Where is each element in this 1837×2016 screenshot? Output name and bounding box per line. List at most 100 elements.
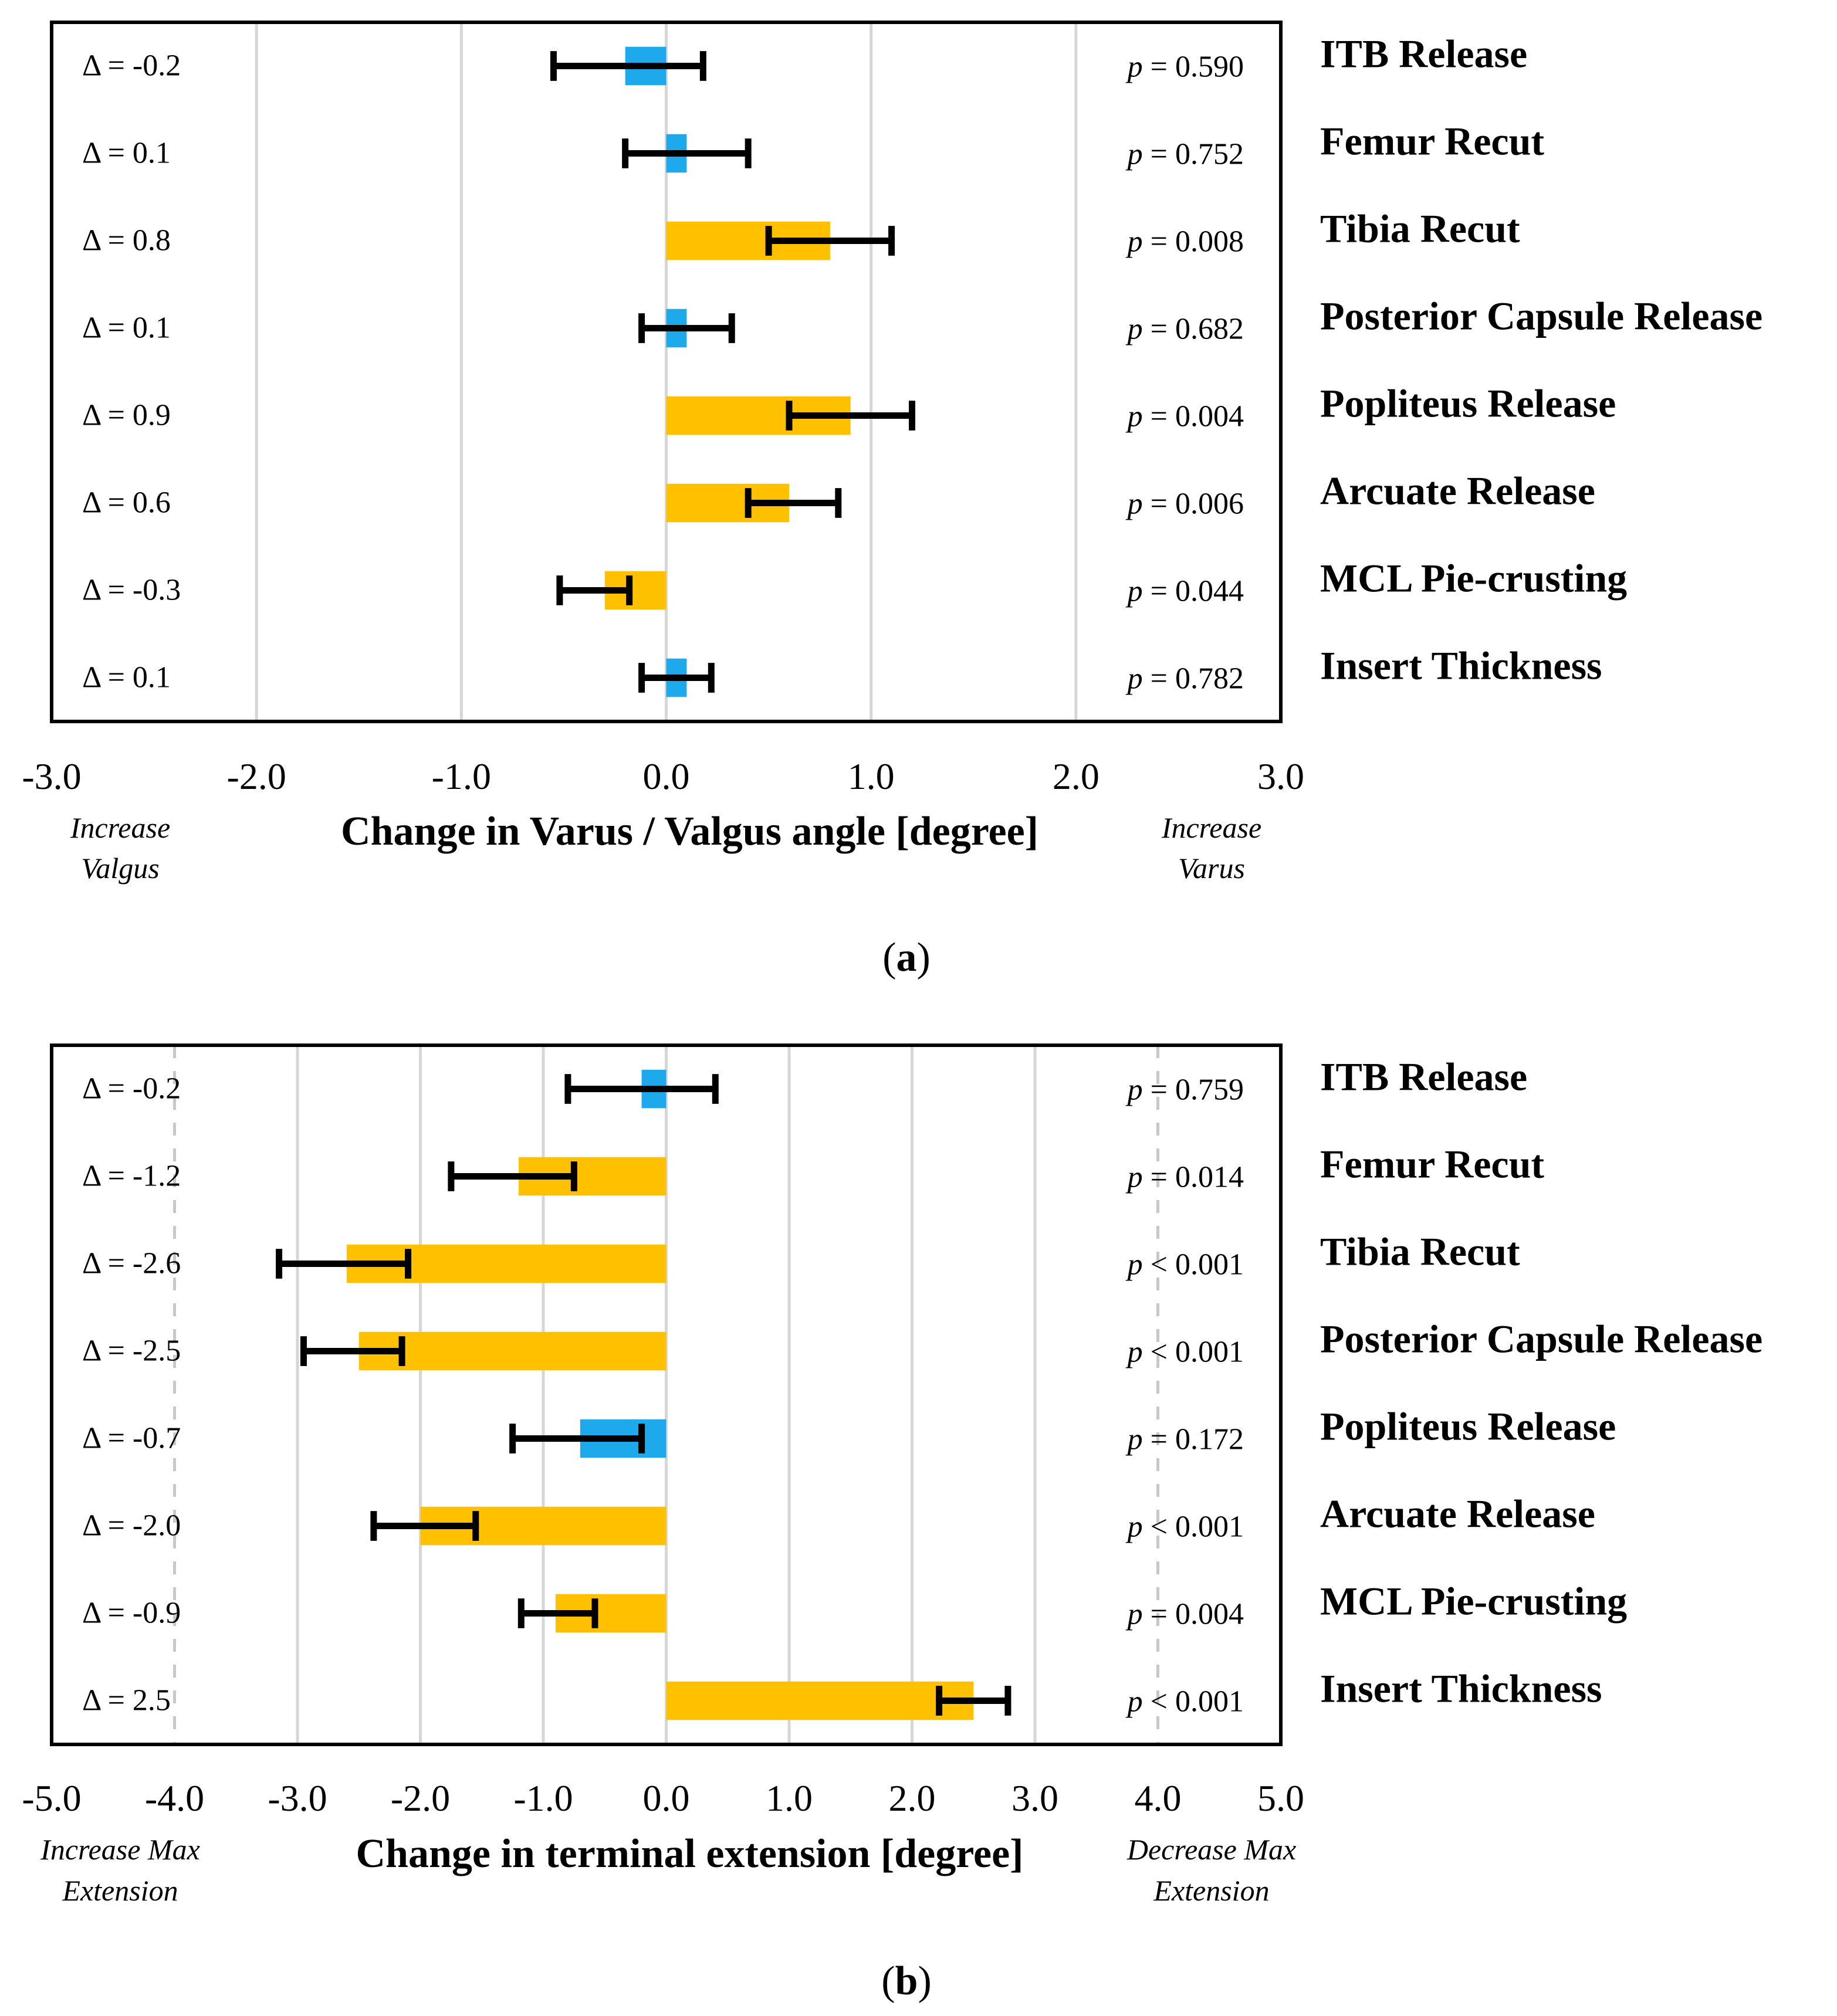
p-value: = 0.590: [1151, 50, 1244, 84]
p-symbol: p: [1125, 1073, 1151, 1107]
plot-frame: [50, 1043, 1283, 1746]
panel-paren-close: ): [917, 935, 931, 980]
p-symbol: p: [1125, 1161, 1151, 1194]
tick-label: 3.0: [1011, 1777, 1058, 1819]
category-label: Posterior Capsule Release: [1320, 1317, 1762, 1361]
delta-label: Δ = -2.0: [82, 1509, 181, 1543]
tick-label: 5.0: [1257, 1777, 1304, 1819]
category-label: ITB Release: [1320, 32, 1527, 76]
tick-label: -4.0: [145, 1777, 204, 1819]
category-label: ITB Release: [1320, 1055, 1527, 1099]
p-symbol: p: [1125, 138, 1151, 171]
bar-posterior-capsule-release: [358, 1331, 667, 1371]
category-label: Posterior Capsule Release: [1320, 294, 1762, 338]
category-label: Popliteus Release: [1320, 381, 1616, 426]
p-value: < 0.001: [1151, 1685, 1244, 1719]
category-label: Arcuate Release: [1320, 1492, 1595, 1536]
p-symbol: p: [1125, 662, 1151, 696]
x-axis-label: Change in terminal extension [degree]: [356, 1831, 1023, 1876]
chart-panel-a: Δ = -0.2 p = 0.590 ITB Release Δ = 0.1 p = 0…: [22, 21, 1762, 980]
p-symbol: p: [1125, 225, 1151, 259]
delta-label: Δ = -0.9: [82, 1597, 181, 1630]
left-annotation-line1: Increase Max: [40, 1833, 200, 1866]
p-value-label: p < 0.001: [1125, 1336, 1244, 1369]
tick-label: 1.0: [848, 755, 895, 797]
p-value-label: p = 0.004: [1125, 1598, 1244, 1631]
p-value-label: p = 0.004: [1125, 400, 1244, 433]
tick-label: -2.0: [391, 1777, 450, 1819]
p-symbol: p: [1125, 1598, 1151, 1631]
p-value-label: p = 0.782: [1125, 662, 1244, 696]
delta-label: Δ = -2.5: [82, 1334, 181, 1368]
p-symbol: p: [1125, 400, 1151, 433]
tick-label: 0.0: [643, 755, 690, 797]
p-value: = 0.008: [1151, 225, 1244, 259]
right-annotation-line2: Varus: [1178, 852, 1245, 885]
p-value-label: p = 0.008: [1125, 225, 1244, 259]
p-value: = 0.004: [1151, 1598, 1244, 1631]
category-label: Insert Thickness: [1320, 643, 1602, 688]
p-value: = 0.006: [1151, 487, 1244, 521]
tick-label: 0.0: [643, 1777, 690, 1819]
category-label: MCL Pie-crusting: [1320, 1579, 1627, 1624]
delta-label: Δ = 0.1: [82, 311, 171, 345]
delta-label: Δ = 0.9: [82, 399, 171, 432]
tick-label: 2.0: [889, 1777, 936, 1819]
panel-paren-open: (: [881, 1959, 895, 2004]
delta-label: Δ = -2.6: [82, 1247, 181, 1280]
tick-label: 3.0: [1257, 755, 1304, 797]
delta-label: Δ = 0.1: [82, 661, 171, 694]
p-value-label: p = 0.682: [1125, 313, 1244, 346]
delta-label: Δ = 0.1: [82, 137, 171, 170]
p-value-label: p = 0.752: [1125, 138, 1244, 171]
panel-letter: a: [896, 935, 917, 980]
p-value: = 0.682: [1151, 313, 1244, 346]
p-symbol: p: [1125, 487, 1151, 521]
delta-label: Δ = -0.2: [82, 49, 181, 83]
p-value: < 0.001: [1151, 1510, 1244, 1544]
tick-label: -2.0: [227, 755, 286, 797]
chart-panel-b: Δ = -0.2 p = 0.759 ITB Release Δ = -1.2 p = …: [22, 1043, 1762, 2004]
delta-label: Δ = -0.3: [82, 574, 181, 607]
category-label: MCL Pie-crusting: [1320, 556, 1627, 601]
category-label: Popliteus Release: [1320, 1404, 1616, 1449]
left-annotation-line2: Extension: [62, 1874, 178, 1907]
p-symbol: p: [1125, 1510, 1151, 1544]
tick-label: -1.0: [432, 755, 491, 797]
delta-label: Δ = -0.2: [82, 1072, 181, 1106]
delta-label: Δ = 0.6: [82, 486, 171, 520]
p-symbol: p: [1125, 50, 1151, 84]
delta-label: Δ = 2.5: [82, 1684, 171, 1717]
p-value: = 0.014: [1151, 1161, 1244, 1194]
p-value: = 0.782: [1151, 662, 1244, 696]
tick-label: -5.0: [22, 1777, 81, 1819]
left-annotation-line2: Valgus: [81, 852, 159, 885]
p-value-label: p < 0.001: [1125, 1248, 1244, 1282]
p-value: = 0.172: [1151, 1423, 1244, 1456]
p-value-label: p = 0.590: [1125, 50, 1244, 84]
p-value-label: p = 0.759: [1125, 1073, 1244, 1107]
delta-label: Δ = 0.8: [82, 224, 171, 257]
p-value: = 0.752: [1151, 138, 1244, 171]
bar-insert-thickness: [666, 1681, 974, 1720]
tick-label: -1.0: [513, 1777, 573, 1819]
tick-label: 4.0: [1135, 1777, 1182, 1819]
x-axis-label: Change in Varus / Valgus angle [degree]: [341, 809, 1038, 854]
p-value-label: p = 0.014: [1125, 1161, 1244, 1194]
p-symbol: p: [1125, 1423, 1151, 1456]
category-label: Insert Thickness: [1320, 1666, 1602, 1711]
category-label: Tibia Recut: [1320, 206, 1520, 251]
p-value-label: p = 0.044: [1125, 575, 1244, 608]
category-label: Femur Recut: [1320, 119, 1544, 164]
category-label: Femur Recut: [1320, 1142, 1544, 1187]
p-symbol: p: [1125, 313, 1151, 346]
tick-label: 2.0: [1053, 755, 1100, 797]
category-label: Tibia Recut: [1320, 1229, 1520, 1274]
delta-label: Δ = -0.7: [82, 1422, 181, 1455]
p-symbol: p: [1125, 1685, 1151, 1719]
p-value: < 0.001: [1151, 1336, 1244, 1369]
p-value: = 0.759: [1151, 1073, 1244, 1107]
p-value: = 0.004: [1151, 400, 1244, 433]
p-symbol: p: [1125, 575, 1151, 608]
